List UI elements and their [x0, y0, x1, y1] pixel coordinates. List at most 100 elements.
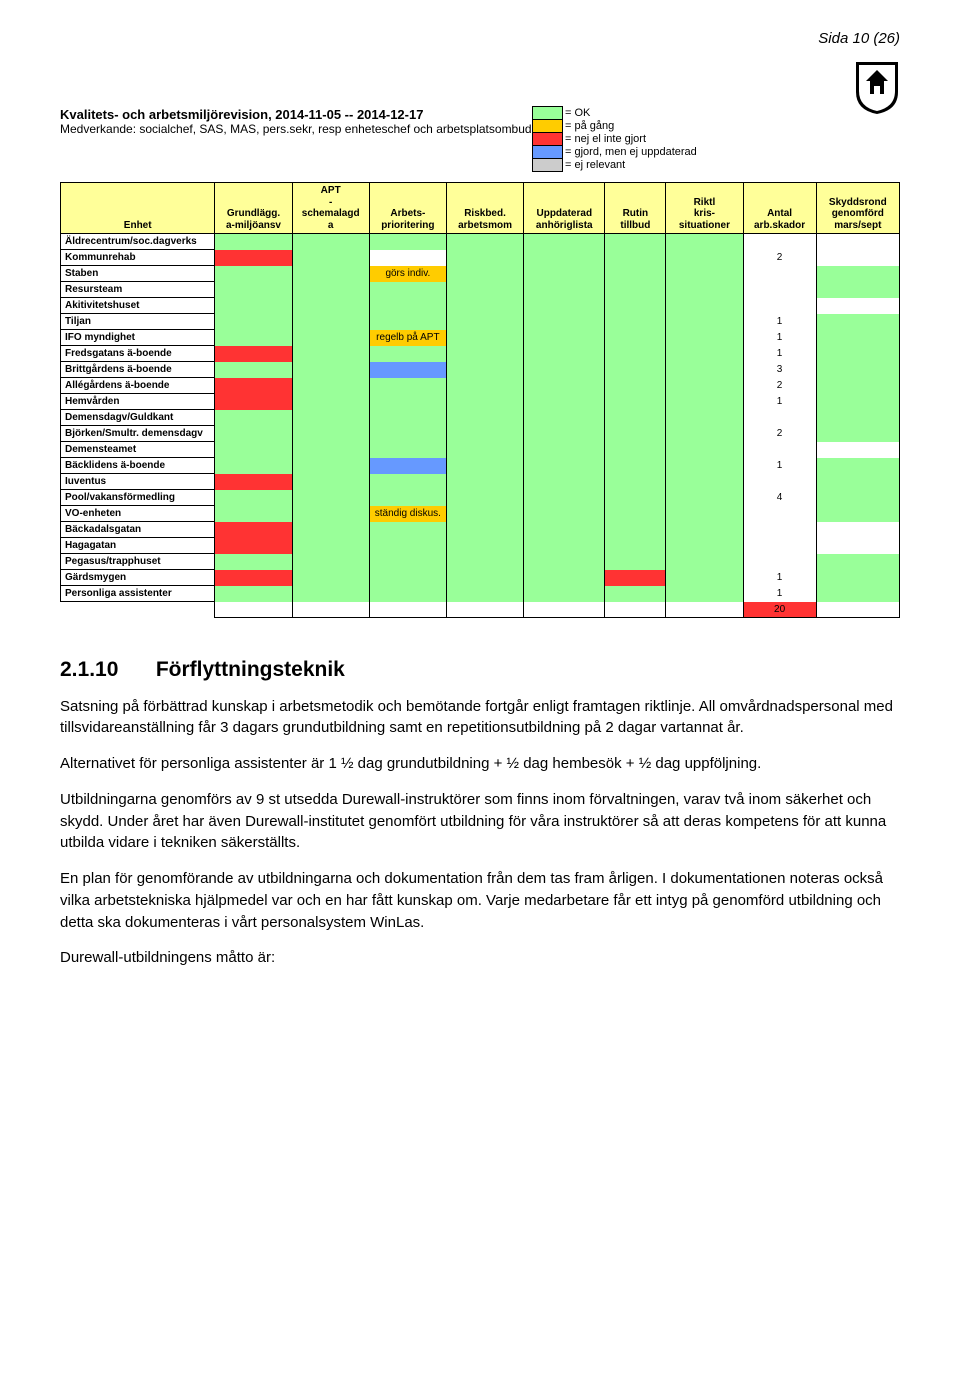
- matrix-cell: [292, 394, 369, 410]
- matrix-cell: [524, 234, 605, 250]
- matrix-cell: [446, 394, 523, 410]
- matrix-cell: [816, 602, 899, 618]
- matrix-cell: [666, 458, 743, 474]
- matrix-cell: [292, 522, 369, 538]
- row-label: Björken/Smultr. demensdagv: [61, 426, 215, 442]
- matrix-cell: [524, 410, 605, 426]
- table-row: Iuventus: [61, 474, 900, 490]
- matrix-cell: [605, 602, 666, 618]
- matrix-cell: [215, 314, 292, 330]
- matrix-cell: 20: [743, 602, 816, 618]
- body-paragraph: Satsning på förbättrad kunskap i arbetsm…: [60, 696, 900, 740]
- section-body: Satsning på förbättrad kunskap i arbetsm…: [60, 696, 900, 970]
- body-paragraph: Utbildningarna genomförs av 9 st utsedda…: [60, 789, 900, 854]
- matrix-cell: [816, 458, 899, 474]
- matrix-cell: [816, 234, 899, 250]
- matrix-cell: [369, 394, 446, 410]
- matrix-cell: [666, 234, 743, 250]
- table-row: Hemvården1: [61, 394, 900, 410]
- matrix-cell: [605, 522, 666, 538]
- matrix-cell: [292, 266, 369, 282]
- row-label: Resursteam: [61, 282, 215, 298]
- matrix-col-header: Riktlkris-situationer: [666, 183, 743, 234]
- matrix-col-header: Skyddsrondgenomfördmars/sept: [816, 183, 899, 234]
- matrix-cell: [369, 362, 446, 378]
- table-row: Personliga assistenter1: [61, 586, 900, 602]
- matrix-col-header: Riskbed.arbetsmom: [446, 183, 523, 234]
- matrix-cell: [666, 282, 743, 298]
- matrix-col-header: APT-schemalagda: [292, 183, 369, 234]
- row-label: Personliga assistenter: [61, 586, 215, 602]
- matrix-cell: [446, 554, 523, 570]
- row-label: Pegasus/trapphuset: [61, 554, 215, 570]
- matrix-cell: [666, 474, 743, 490]
- matrix-cell: [292, 554, 369, 570]
- matrix-cell: [215, 442, 292, 458]
- matrix-cell: [215, 570, 292, 586]
- matrix-cell: [743, 266, 816, 282]
- matrix-cell: [666, 362, 743, 378]
- matrix-cell: [524, 442, 605, 458]
- matrix-cell: [524, 586, 605, 602]
- legend-swatch: [533, 120, 563, 133]
- body-paragraph: En plan för genomförande av utbildningar…: [60, 868, 900, 933]
- matrix-cell: [446, 378, 523, 394]
- matrix-cell: [369, 234, 446, 250]
- matrix-cell: [524, 346, 605, 362]
- matrix-cell: [666, 522, 743, 538]
- row-label: Brittgårdens ä-boende: [61, 362, 215, 378]
- matrix-cell: 1: [743, 330, 816, 346]
- matrix-cell: [524, 282, 605, 298]
- matrix-cell: [292, 410, 369, 426]
- matrix-cell: [816, 570, 899, 586]
- matrix-cell: [292, 442, 369, 458]
- matrix-cell: [605, 346, 666, 362]
- section-title: Förflyttningsteknik: [156, 658, 345, 681]
- matrix-cell: [666, 538, 743, 554]
- row-label: Hemvården: [61, 394, 215, 410]
- matrix-cell: [743, 522, 816, 538]
- matrix-cell: [369, 474, 446, 490]
- table-row: Demensdagv/Guldkant: [61, 410, 900, 426]
- table-row: Stabengörs indiv.: [61, 266, 900, 282]
- matrix-cell: [215, 234, 292, 250]
- report-header: Kvalitets- och arbetsmiljörevision, 2014…: [60, 107, 900, 136]
- matrix-cell: [446, 410, 523, 426]
- matrix-cell: [666, 410, 743, 426]
- row-label: Kommunrehab: [61, 250, 215, 266]
- matrix-cell: [292, 330, 369, 346]
- matrix-cell: [605, 394, 666, 410]
- matrix-cell: [369, 586, 446, 602]
- row-label: Akitivitetshuset: [61, 298, 215, 314]
- matrix-cell: [666, 570, 743, 586]
- matrix-cell: [816, 586, 899, 602]
- table-row: Bäcklidens ä-boende1: [61, 458, 900, 474]
- matrix-cell: [524, 266, 605, 282]
- matrix-cell: [215, 474, 292, 490]
- matrix-cell: [446, 570, 523, 586]
- matrix-cell: [215, 362, 292, 378]
- matrix-cell: [524, 394, 605, 410]
- matrix-cell: [215, 282, 292, 298]
- report-title: Kvalitets- och arbetsmiljörevision, 2014…: [60, 107, 900, 122]
- table-row: Gärdsmygen1: [61, 570, 900, 586]
- matrix-cell: [605, 266, 666, 282]
- row-label: Staben: [61, 266, 215, 282]
- table-row: Akitivitetshuset: [61, 298, 900, 314]
- matrix-cell: [524, 458, 605, 474]
- matrix-cell: [816, 426, 899, 442]
- logo-shield-icon: [854, 60, 900, 121]
- matrix-cell: [292, 506, 369, 522]
- table-row: Resursteam: [61, 282, 900, 298]
- matrix-cell: [215, 298, 292, 314]
- matrix-cell: [524, 554, 605, 570]
- section-heading: 2.1.10 Förflyttningsteknik: [60, 658, 900, 682]
- row-label: Bäckadalsgatan: [61, 522, 215, 538]
- matrix-cell: [816, 522, 899, 538]
- matrix-cell: [605, 506, 666, 522]
- matrix-cell: [605, 554, 666, 570]
- matrix-cell: [292, 234, 369, 250]
- table-row: Tiljan1: [61, 314, 900, 330]
- matrix-cell: [215, 426, 292, 442]
- matrix-cell: [666, 330, 743, 346]
